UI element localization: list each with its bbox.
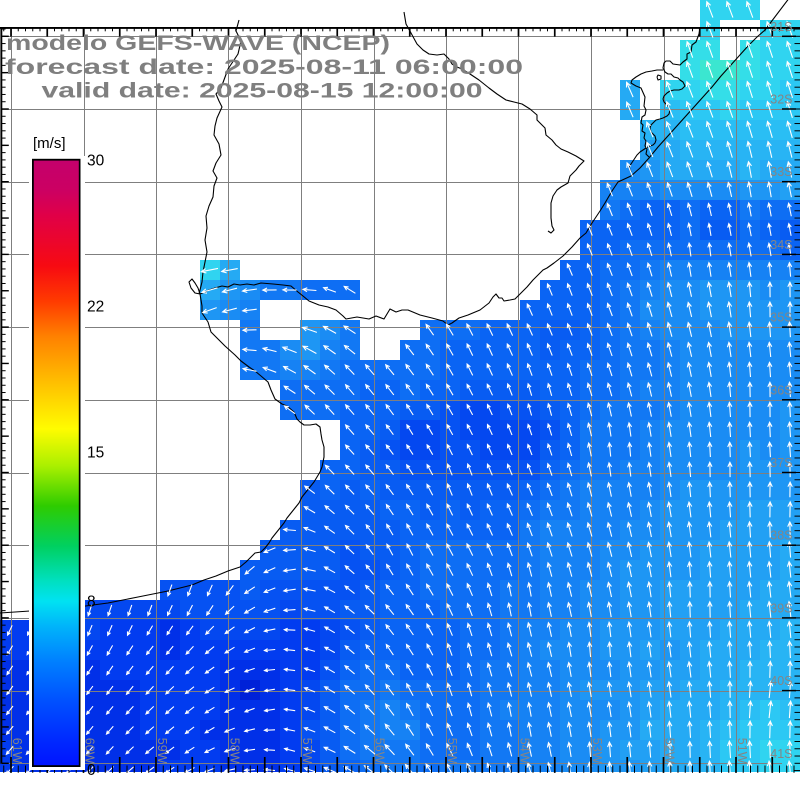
svg-text:37S: 37S	[770, 456, 792, 470]
svg-text:[m/s]: [m/s]	[33, 135, 66, 152]
svg-text:36S: 36S	[770, 383, 792, 397]
svg-text:39S: 39S	[770, 601, 792, 615]
svg-text:0: 0	[87, 762, 96, 779]
svg-text:35S: 35S	[770, 311, 792, 325]
svg-text:59W: 59W	[155, 738, 169, 764]
svg-text:58W: 58W	[228, 738, 242, 764]
svg-text:8: 8	[87, 594, 96, 611]
svg-text:modelo GEFS-WAVE (NCEP): modelo GEFS-WAVE (NCEP)	[6, 32, 390, 55]
svg-text:52W: 52W	[663, 738, 677, 764]
svg-text:34S: 34S	[770, 238, 792, 252]
svg-text:57W: 57W	[300, 738, 314, 764]
svg-text:30: 30	[87, 153, 105, 170]
svg-text:15: 15	[87, 445, 104, 462]
svg-text:38S: 38S	[770, 529, 792, 543]
svg-text:31S: 31S	[770, 20, 792, 34]
svg-text:valid date: 2025-08-15 12:00:0: valid date: 2025-08-15 12:00:00	[42, 80, 483, 103]
svg-text:56W: 56W	[373, 738, 387, 764]
svg-text:forecast date: 2025-08-11 06:0: forecast date: 2025-08-11 06:00:00	[5, 56, 523, 79]
svg-text:61W: 61W	[10, 738, 24, 764]
svg-text:54W: 54W	[518, 738, 532, 764]
svg-text:55W: 55W	[445, 738, 459, 764]
svg-text:53W: 53W	[590, 738, 604, 764]
svg-text:40S: 40S	[770, 674, 792, 688]
svg-text:22: 22	[87, 299, 104, 316]
svg-text:41S: 41S	[770, 747, 792, 761]
svg-text:32S: 32S	[770, 93, 792, 107]
svg-text:33S: 33S	[770, 165, 792, 179]
svg-text:51W: 51W	[735, 738, 749, 764]
